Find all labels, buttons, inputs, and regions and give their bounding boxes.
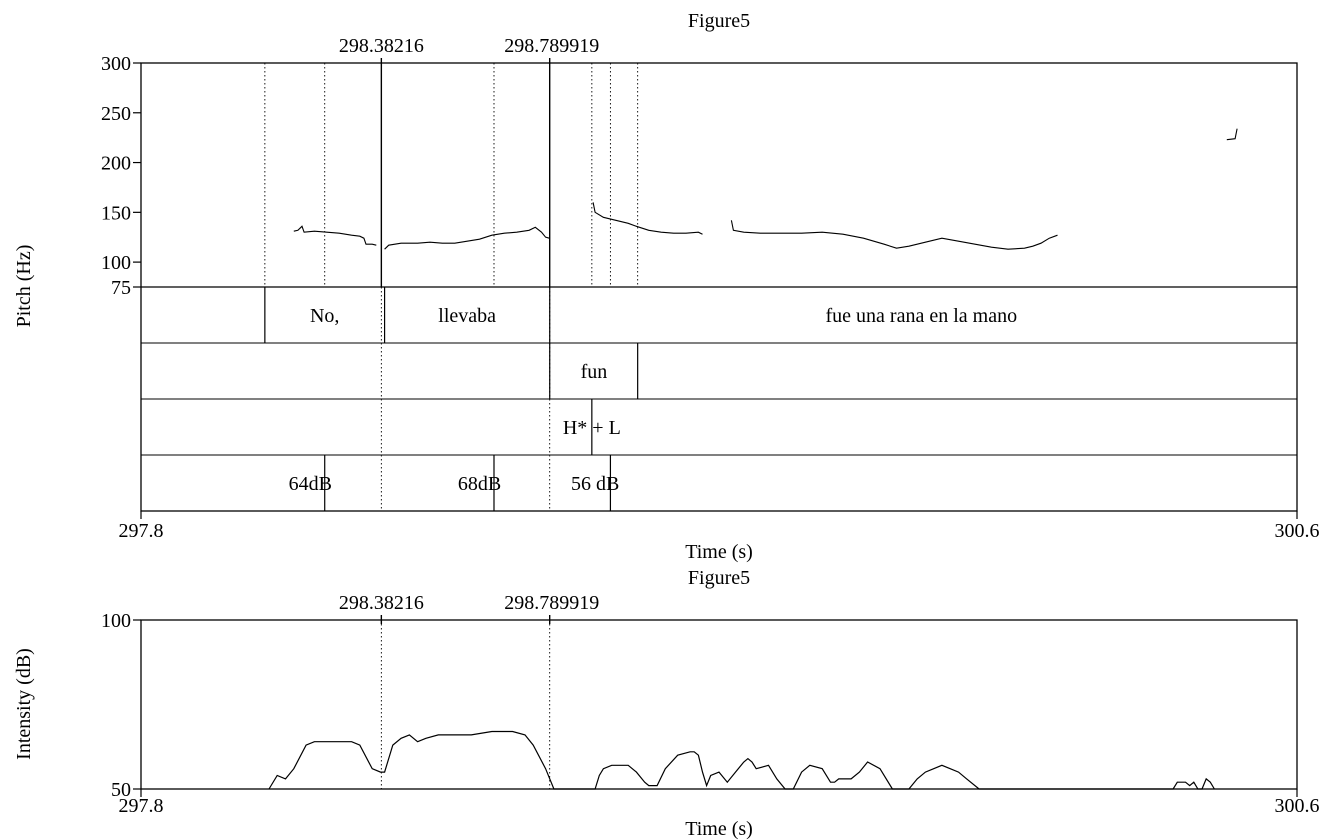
pitch-x-axis-label: Time (s) [685, 541, 753, 563]
tier-label: H* + L [563, 417, 621, 439]
intensity-chart-title: Figure5 [688, 567, 750, 589]
pitch-y-tick-label: 75 [111, 277, 131, 299]
tier-label: fun [581, 361, 608, 383]
pitch-contour [1226, 128, 1238, 141]
pitch-chart: Figure5 Pitch (Hz) Time (s) 297.8 300.6 … [13, 10, 1320, 563]
pitch-y-tick-label: 300 [101, 53, 131, 75]
pitch-contour [592, 202, 703, 235]
intensity-plot-frame [140, 619, 1298, 790]
intensity-marker-label: 298.38216 [339, 592, 424, 614]
pitch-y-tick-label: 250 [101, 103, 131, 125]
tier-label: 56 dB [571, 473, 619, 495]
pitch-y-tick-label: 100 [101, 252, 131, 274]
pitch-y-tick-label: 150 [101, 202, 131, 224]
intensity-y-tick-label: 50 [111, 779, 131, 801]
pitch-y-tick-label: 200 [101, 153, 131, 175]
intensity-x-axis-label: Time (s) [685, 818, 753, 840]
pitch-marker-label: 298.38216 [339, 35, 424, 57]
tier-label: fue una rana en la mano [826, 305, 1018, 327]
tier-label: No, [310, 305, 339, 327]
pitch-contour [384, 226, 550, 250]
intensity-contour [268, 730, 1215, 790]
pitch-x-tick-label-start: 297.8 [119, 520, 164, 542]
pitch-x-tick-label-end: 300.6 [1275, 520, 1320, 542]
tier-label: llevaba [438, 305, 496, 327]
tier-label: 64dB [289, 473, 332, 495]
tier-label: 68dB [458, 473, 501, 495]
pitch-contour [293, 225, 377, 246]
intensity-marker-label: 298.789919 [504, 592, 599, 614]
pitch-marker-label: 298.789919 [504, 35, 599, 57]
pitch-y-axis-label: Pitch (Hz) [13, 245, 35, 328]
intensity-y-axis-label: Intensity (dB) [13, 648, 35, 760]
intensity-x-tick-label-start: 297.8 [119, 795, 164, 817]
intensity-chart: Figure5 Intensity (dB) Time (s) 297.8 30… [13, 567, 1320, 840]
intensity-x-tick-label-end: 300.6 [1275, 795, 1320, 817]
intensity-y-tick-label: 100 [101, 610, 131, 632]
pitch-contour [730, 220, 1058, 250]
pitch-chart-title: Figure5 [688, 10, 750, 32]
